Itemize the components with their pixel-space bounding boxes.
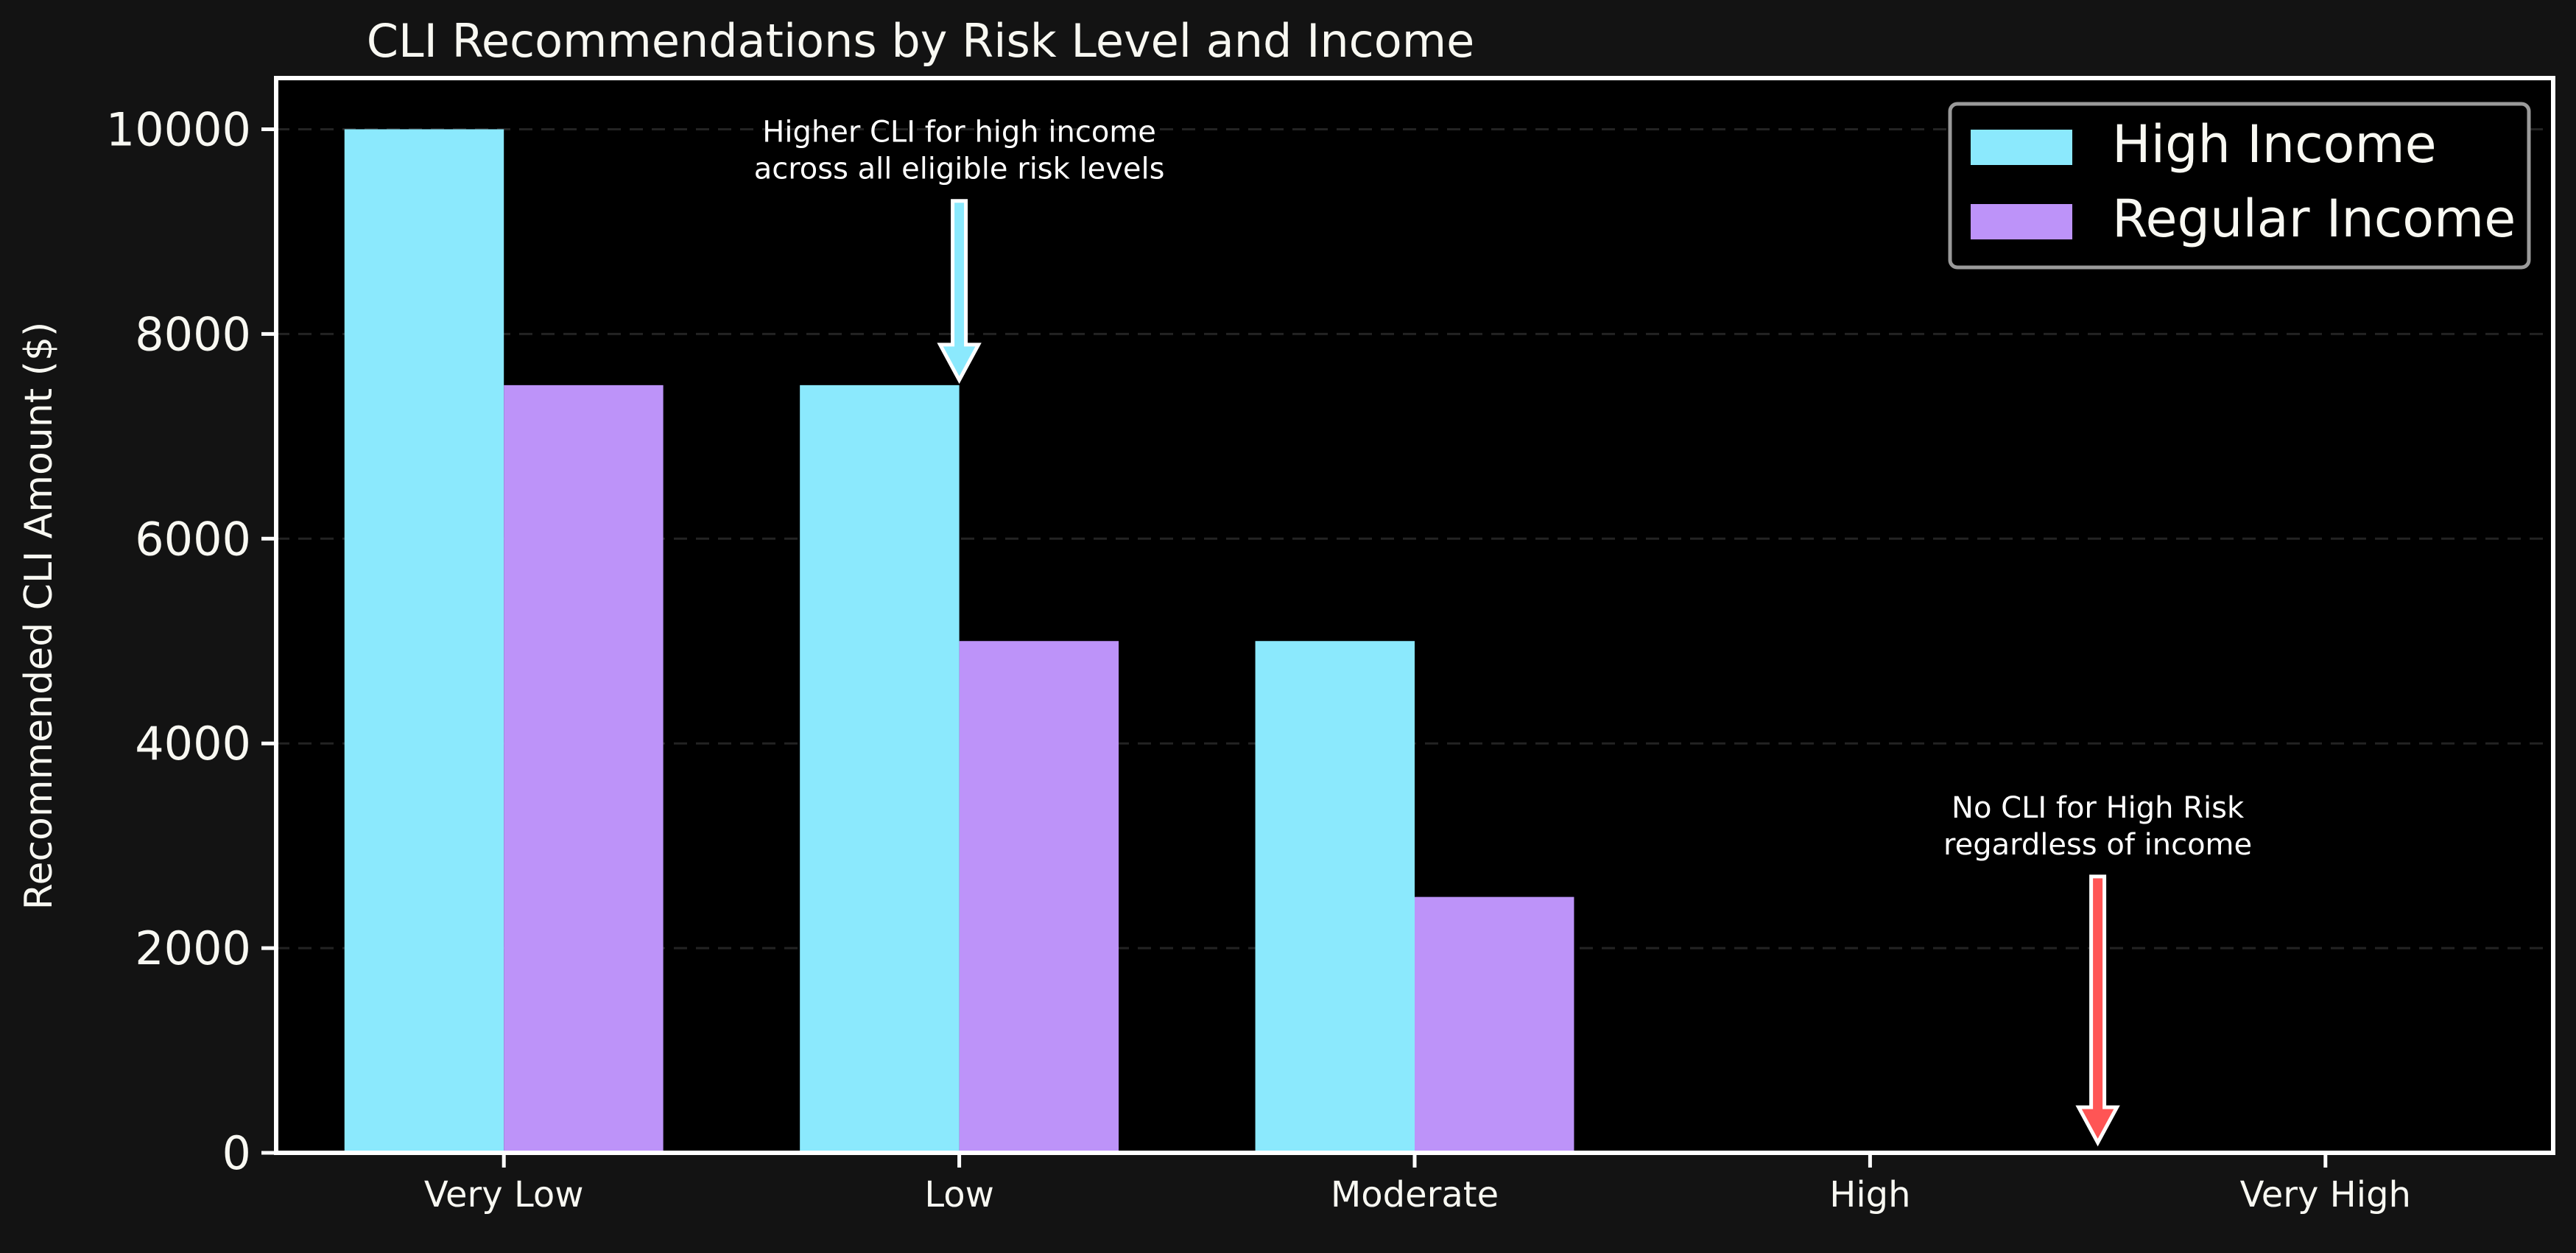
annotation-arrow (2075, 874, 2120, 1147)
bar (344, 129, 504, 1153)
x-tick-label: High (1829, 1174, 1910, 1215)
bar (1255, 641, 1415, 1153)
annotation-line: Higher CLI for high income (762, 116, 1156, 150)
y-tick-label: 4000 (135, 717, 251, 771)
annotation-line: across all eligible risk levels (754, 152, 1165, 186)
annotation-line: No CLI for High Risk (1952, 791, 2245, 825)
bar (959, 641, 1119, 1153)
y-tick-label: 10000 (106, 102, 251, 156)
x-tick-label: Moderate (1331, 1174, 1499, 1215)
legend-label: Regular Income (2112, 189, 2516, 249)
y-axis-label: Recommended CLI Amount ($) (17, 322, 61, 910)
legend-box (1948, 102, 2531, 270)
x-tick-label: Very High (2240, 1174, 2411, 1215)
bars (344, 129, 1574, 1153)
y-tick-label: 8000 (135, 307, 251, 361)
y-tick-label: 2000 (135, 922, 251, 975)
bar (1415, 896, 1574, 1153)
legend-swatch (1971, 130, 2072, 165)
legend-label: High Income (2112, 114, 2437, 175)
bar (504, 385, 664, 1153)
axes: 0 2000 4000 6000 8000 10000 Very Low Low Moderat… (106, 102, 2411, 1215)
chart-title: CLI Recommendations by Risk Level and In… (367, 14, 1474, 68)
annotation-arrow (937, 199, 982, 385)
legend: High Income Regular Income (1948, 102, 2531, 270)
legend-swatch (1971, 204, 2072, 239)
y-tick-label: 0 (222, 1126, 251, 1180)
x-tick-label: Very Low (424, 1174, 584, 1215)
y-tick-label: 6000 (135, 512, 251, 566)
annotation-line: regardless of income (1943, 828, 2252, 862)
bar (800, 385, 960, 1153)
x-tick-label: Low (924, 1174, 994, 1215)
